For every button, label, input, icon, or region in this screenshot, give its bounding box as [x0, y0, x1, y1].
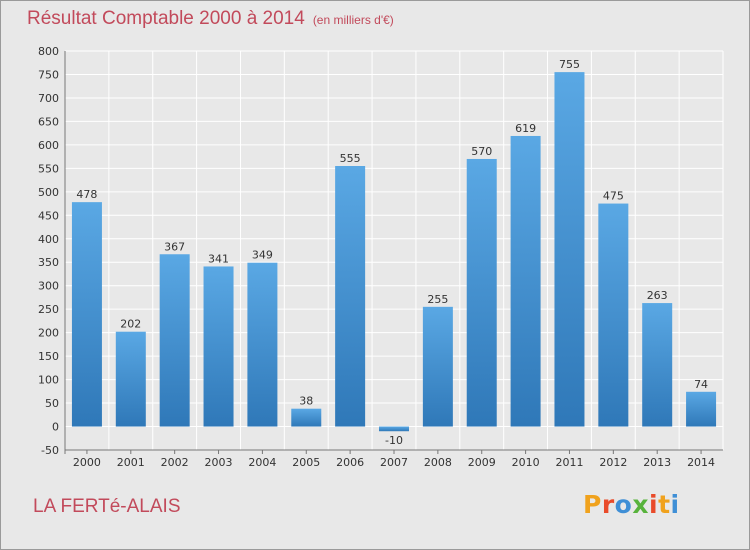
y-tick-label: 150	[38, 350, 59, 363]
x-tick-label: 2004	[248, 456, 276, 469]
x-tick-label: 2010	[512, 456, 540, 469]
axes: -50 0 50 100 150 200 250 300 350 400 450 500 550 600 6…	[38, 45, 723, 469]
x-tick-label: 2012	[599, 456, 627, 469]
bar-2011	[554, 72, 585, 427]
y-tick-label: 550	[38, 162, 59, 175]
y-tick-label: 450	[38, 209, 59, 222]
y-tick-label: 400	[38, 233, 59, 246]
x-tick-label: 2011	[555, 456, 583, 469]
chart-title: Résultat Comptable 2000 à 2014	[27, 8, 305, 29]
y-tick-label: 250	[38, 303, 59, 316]
value-label: 202	[120, 318, 141, 331]
chart-title-group: Résultat Comptable 2000 à 2014 (en millie…	[27, 8, 394, 30]
x-tick-label: 2002	[161, 456, 189, 469]
value-label: 478	[76, 188, 97, 201]
value-label: 475	[603, 190, 624, 203]
bars	[71, 72, 717, 432]
bar-2008	[422, 306, 453, 427]
value-label: 38	[299, 395, 313, 408]
value-label: 755	[559, 58, 580, 71]
bar-2013	[642, 303, 673, 427]
logo-letter: i	[670, 490, 680, 519]
y-tick-label: 800	[38, 45, 59, 58]
y-tick-label: -50	[41, 444, 59, 457]
logo-letter: i	[649, 490, 659, 519]
value-label: 619	[515, 122, 536, 135]
bar-2001	[115, 331, 146, 427]
y-tick-label: 100	[38, 374, 59, 387]
y-tick-label: 650	[38, 115, 59, 128]
bar-2012	[598, 203, 629, 427]
y-tick-label: 300	[38, 280, 59, 293]
bar-2004	[247, 262, 278, 427]
bar-2009	[466, 158, 497, 427]
bar-2002	[159, 254, 190, 427]
logo-letter: o	[614, 490, 633, 519]
bar-2006	[335, 166, 366, 427]
x-tick-label: 2014	[687, 456, 715, 469]
bar-2007	[379, 426, 409, 432]
y-tick-label: 200	[38, 327, 59, 340]
x-tick-label: 2000	[73, 456, 101, 469]
chart-subtitle: (en milliers d'€)	[312, 13, 394, 27]
bar-2000	[71, 202, 102, 427]
bar-2005	[291, 408, 322, 427]
x-tick-label: 2001	[117, 456, 145, 469]
y-tick-label: 350	[38, 256, 59, 269]
value-label: 255	[427, 293, 448, 306]
value-label: 341	[208, 252, 229, 265]
bar-2014	[686, 391, 717, 427]
x-tick-label: 2005	[292, 456, 320, 469]
logo-letter: t	[658, 490, 671, 519]
x-tick-label: 2008	[424, 456, 452, 469]
bar-2010	[510, 135, 541, 427]
value-label: 349	[252, 249, 273, 262]
value-label: -10	[385, 434, 403, 447]
logo-letter: P	[583, 490, 602, 519]
value-label: 555	[340, 152, 361, 165]
y-tick-label: 600	[38, 139, 59, 152]
value-label: 263	[647, 289, 668, 302]
proxiti-logo[interactable]: Proxiti	[583, 490, 680, 519]
logo-letter: x	[632, 490, 649, 519]
x-tick-label: 2003	[205, 456, 233, 469]
y-tick-label: 500	[38, 186, 59, 199]
x-tick-label: 2006	[336, 456, 364, 469]
y-tick-label: 50	[45, 397, 59, 410]
bar-2003	[203, 266, 234, 427]
location-name: LA FERTé-ALAIS	[33, 496, 181, 517]
y-tick-label: 750	[38, 68, 59, 81]
logo-letter: r	[601, 490, 615, 519]
y-tick-label: 700	[38, 92, 59, 105]
value-label: 367	[164, 240, 185, 253]
x-tick-label: 2007	[380, 456, 408, 469]
value-labels: 478 202 367 341 349 38 555 -10 255 570 619 755 475 26…	[76, 58, 708, 447]
x-tick-label: 2009	[468, 456, 496, 469]
y-tick-label: 0	[52, 421, 59, 434]
value-label: 570	[471, 145, 492, 158]
value-label: 74	[694, 378, 708, 391]
x-tick-label: 2013	[643, 456, 671, 469]
